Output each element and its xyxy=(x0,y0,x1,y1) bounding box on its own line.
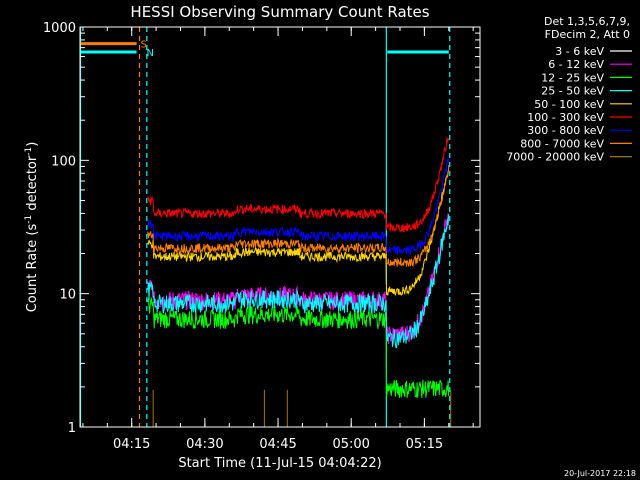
x-tick-label: 05:00 xyxy=(332,437,369,452)
legend-label-1: 6 - 12 keV xyxy=(548,58,604,71)
legend-label-3: 25 - 50 keV xyxy=(541,85,604,98)
plot-frame xyxy=(79,26,481,428)
x-tick-label: 04:45 xyxy=(259,437,296,452)
series-line-6 xyxy=(147,157,450,255)
legend-label-5: 100 - 300 keV xyxy=(527,111,604,124)
flag-label-S: S xyxy=(140,40,146,51)
x-tick-label: 04:15 xyxy=(113,437,150,452)
y-tick-label: 1000 xyxy=(43,21,76,36)
y-axis-label: Count Rate (s-1 detector-1) xyxy=(24,142,40,313)
y-tick-label: 100 xyxy=(51,154,76,169)
legend-label-6: 300 - 800 keV xyxy=(527,124,604,137)
series-line-5 xyxy=(147,137,450,233)
series-line-7 xyxy=(147,165,450,267)
legend-label-4: 50 - 100 keV xyxy=(534,98,604,111)
flag-label-N: N xyxy=(146,48,153,59)
x-tick-label: 05:15 xyxy=(406,437,443,452)
chart-title: HESSI Observing Summary Count Rates xyxy=(130,3,429,21)
legend-label-8: 7000 - 20000 keV xyxy=(506,151,604,164)
legend-label-7: 800 - 7000 keV xyxy=(520,137,604,150)
legend-label-0: 3 - 6 keV xyxy=(555,45,604,58)
legend: Det 1,3,5,6,7,9,FDecim 2, Att 0 3 - 6 keV… xyxy=(506,15,632,164)
x-axis-label: Start Time (11-Jul-15 04:04:22) xyxy=(178,456,381,471)
timestamp: 20-Jul-2017 22:18 xyxy=(564,469,636,478)
legend-label-2: 12 - 25 keV xyxy=(541,71,604,84)
series-line-2 xyxy=(147,297,450,399)
legend-header-line: FDecim 2, Att 0 xyxy=(545,28,630,41)
y-tick-label: 1 xyxy=(68,421,76,436)
x-tick-label: 04:30 xyxy=(186,437,223,452)
series-line-0 xyxy=(147,194,450,323)
series-line-3 xyxy=(147,214,450,349)
series-line-4 xyxy=(147,169,450,297)
legend-header-line: Det 1,3,5,6,7,9, xyxy=(544,15,630,28)
y-tick-label: 10 xyxy=(59,288,76,303)
